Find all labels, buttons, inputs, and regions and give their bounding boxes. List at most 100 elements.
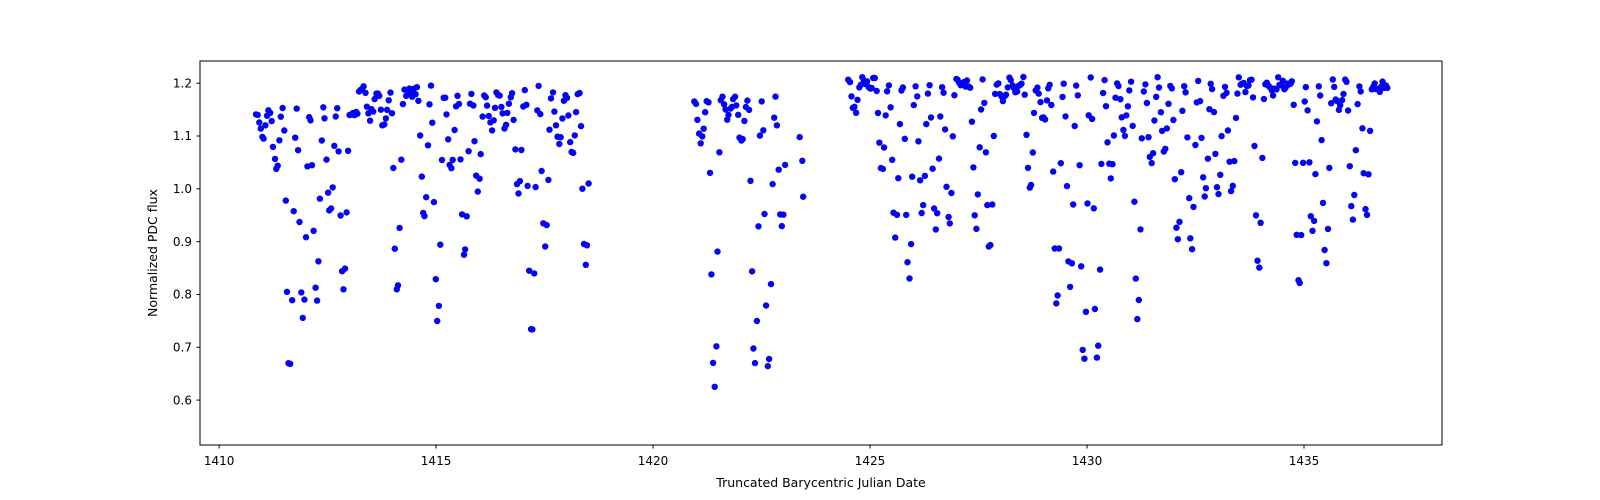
x-tick-label: 1430 (1072, 454, 1103, 468)
data-point (1306, 159, 1313, 166)
data-point (470, 102, 477, 109)
data-point (461, 246, 469, 253)
data-point (771, 114, 778, 121)
y-axis-label: Normalized PDC flux (145, 189, 160, 317)
data-point (510, 116, 517, 124)
data-point (1030, 109, 1038, 117)
data-point (523, 101, 530, 109)
y-tick-label: 1.0 (173, 182, 192, 196)
data-point (981, 99, 988, 107)
data-point (863, 78, 871, 85)
data-point (851, 103, 858, 111)
data-point (714, 248, 721, 255)
y-tick-label: 1.2 (173, 76, 192, 90)
data-point (1329, 76, 1337, 83)
data-point (366, 117, 374, 124)
y-tick-label: 1.1 (173, 129, 192, 143)
data-point (471, 138, 478, 145)
data-point (987, 241, 994, 249)
data-point (315, 258, 322, 265)
data-point (882, 112, 889, 119)
data-point (296, 218, 303, 226)
data-point (1312, 170, 1319, 178)
data-point (753, 317, 761, 325)
data-point (1165, 100, 1172, 108)
data-point (504, 109, 511, 117)
data-point (781, 161, 789, 169)
data-point (1307, 213, 1315, 220)
data-point (1251, 142, 1258, 150)
data-point (335, 148, 342, 155)
data-point (940, 89, 947, 96)
data-point (571, 132, 578, 139)
data-point (1195, 77, 1202, 85)
data-point (1234, 90, 1241, 97)
data-point (567, 138, 574, 146)
data-point (1091, 305, 1099, 313)
data-point (394, 282, 402, 289)
data-point (442, 94, 449, 101)
data-point (576, 89, 583, 97)
data-point (302, 234, 310, 241)
data-point (1110, 132, 1118, 139)
data-point (427, 82, 435, 89)
data-point (1041, 116, 1049, 123)
data-point (399, 100, 407, 108)
data-point (1298, 231, 1305, 239)
data-point (1093, 354, 1101, 361)
data-point (724, 116, 731, 123)
data-point (709, 359, 717, 367)
data-point (460, 251, 468, 258)
data-point (391, 245, 398, 252)
data-point (310, 227, 317, 234)
data-point (937, 113, 944, 120)
data-point (1120, 126, 1127, 134)
data-point (585, 180, 592, 187)
data-point (1112, 94, 1119, 101)
data-point (370, 108, 377, 115)
data-point (1048, 101, 1055, 109)
data-point (445, 136, 452, 143)
data-point (552, 122, 560, 129)
data-point (756, 132, 764, 139)
data-point (1163, 125, 1171, 132)
data-point (1269, 92, 1277, 99)
data-point (412, 91, 419, 98)
data-point (1324, 225, 1332, 233)
data-point (887, 104, 894, 111)
data-point (1131, 198, 1138, 205)
data-point (1208, 85, 1216, 93)
data-point (474, 188, 481, 195)
data-point (708, 271, 715, 278)
data-point (1073, 82, 1080, 89)
data-point (1126, 87, 1133, 94)
x-tick-label: 1420 (638, 454, 669, 468)
data-point (999, 97, 1007, 105)
data-point (542, 243, 549, 250)
data-point (293, 105, 300, 112)
data-point (457, 156, 464, 163)
data-point (549, 89, 557, 96)
data-point (318, 137, 325, 144)
data-point (1071, 122, 1078, 130)
data-point (1310, 217, 1318, 225)
x-tick-label: 1415 (421, 454, 452, 468)
data-point (468, 90, 475, 98)
data-point (760, 127, 767, 134)
data-point (1018, 80, 1025, 87)
data-point (1184, 134, 1191, 141)
data-point (529, 326, 536, 333)
data-point (748, 268, 756, 275)
data-point (526, 267, 533, 274)
data-point (582, 261, 589, 268)
data-point (1121, 132, 1129, 140)
data-point (1123, 112, 1130, 119)
data-point (499, 110, 506, 117)
x-tick-label: 1410 (204, 454, 235, 468)
data-point (341, 265, 349, 272)
data-point (1076, 162, 1083, 169)
data-point (388, 110, 396, 117)
data-point (1337, 102, 1344, 109)
data-point (948, 189, 955, 197)
data-point (970, 164, 977, 171)
